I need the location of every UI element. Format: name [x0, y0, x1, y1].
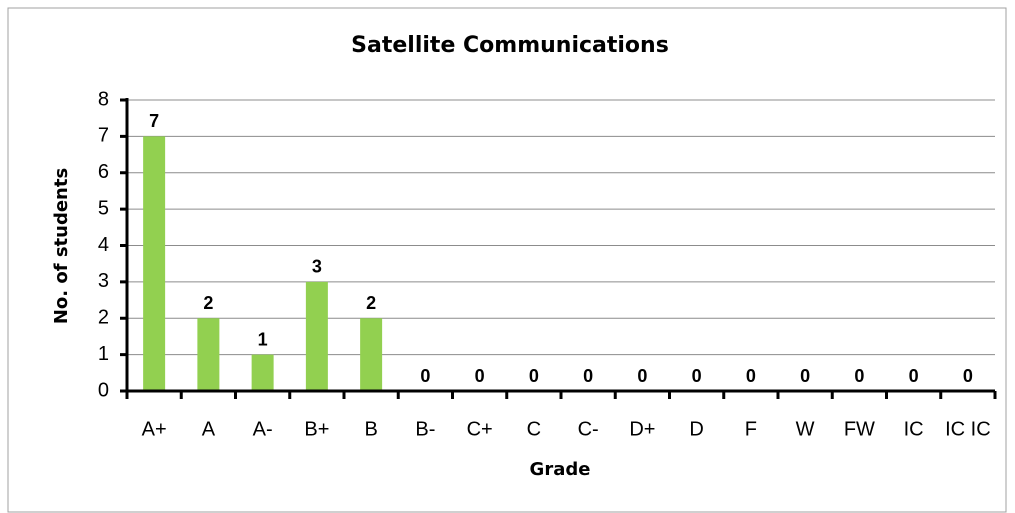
data-label: 0: [963, 366, 973, 386]
x-axis-label: Grade: [530, 459, 591, 480]
x-tick-label: B+: [304, 418, 329, 440]
data-label: 0: [637, 366, 647, 386]
x-tick-label: IC IC: [945, 418, 991, 440]
chart-frame: [7, 7, 1007, 513]
data-label: 2: [203, 293, 213, 313]
x-tick-label: A: [202, 418, 216, 440]
y-tick-label: 7: [98, 125, 109, 147]
x-tick-label: C: [527, 418, 541, 440]
y-tick-label: 6: [98, 161, 109, 183]
data-label: 7: [149, 111, 159, 131]
data-label: 0: [909, 366, 919, 386]
bar: [251, 354, 274, 391]
x-tick-label: B: [364, 418, 377, 440]
x-tick-label: IC: [904, 418, 924, 440]
x-tick-label: W: [796, 418, 815, 440]
x-tick-label: D: [689, 418, 703, 440]
bar: [360, 318, 383, 391]
bar: [305, 281, 328, 391]
data-label: 2: [366, 293, 376, 313]
x-tick-label: A+: [142, 418, 167, 440]
data-label: 0: [746, 366, 756, 386]
data-label: 1: [258, 329, 268, 349]
y-tick-label: 4: [98, 234, 109, 256]
y-tick-label: 5: [98, 197, 109, 219]
bar: [197, 318, 220, 391]
y-tick-label: 2: [98, 307, 109, 329]
x-tick-label: B-: [415, 418, 435, 440]
bar: [143, 136, 166, 391]
chart-title: Satellite Communications: [351, 33, 669, 58]
x-tick-label: FW: [844, 418, 875, 440]
data-label: 0: [692, 366, 702, 386]
data-label: 3: [312, 257, 322, 277]
y-axis-label: No. of students: [51, 168, 72, 324]
data-label: 0: [583, 366, 593, 386]
x-tick-label: F: [745, 418, 757, 440]
data-label: 0: [529, 366, 539, 386]
data-label: 0: [854, 366, 864, 386]
x-tick-label: C+: [467, 418, 493, 440]
y-tick-label: 8: [98, 88, 109, 110]
x-tick-label: C-: [578, 418, 599, 440]
x-tick-label: D+: [629, 418, 655, 440]
y-tick-label: 1: [98, 343, 109, 365]
data-label: 0: [800, 366, 810, 386]
data-label: 0: [420, 366, 430, 386]
data-label: 0: [475, 366, 485, 386]
y-tick-label: 0: [98, 379, 109, 401]
y-tick-label: 3: [98, 270, 109, 292]
x-tick-label: A-: [253, 418, 273, 440]
